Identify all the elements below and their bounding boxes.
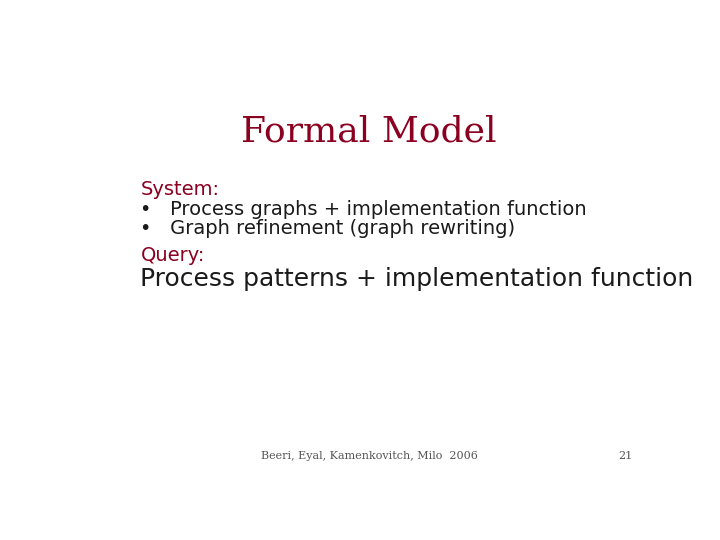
Text: •   Process graphs + implementation function: • Process graphs + implementation functi… (140, 200, 587, 219)
Text: Process patterns + implementation function: Process patterns + implementation functi… (140, 267, 693, 291)
Text: Query:: Query: (140, 246, 204, 265)
Text: 21: 21 (618, 451, 632, 461)
Text: System:: System: (140, 180, 220, 199)
Text: Formal Model: Formal Model (241, 115, 497, 149)
Text: •   Graph refinement (graph rewriting): • Graph refinement (graph rewriting) (140, 219, 516, 238)
Text: Beeri, Eyal, Kamenkovitch, Milo  2006: Beeri, Eyal, Kamenkovitch, Milo 2006 (261, 451, 477, 461)
